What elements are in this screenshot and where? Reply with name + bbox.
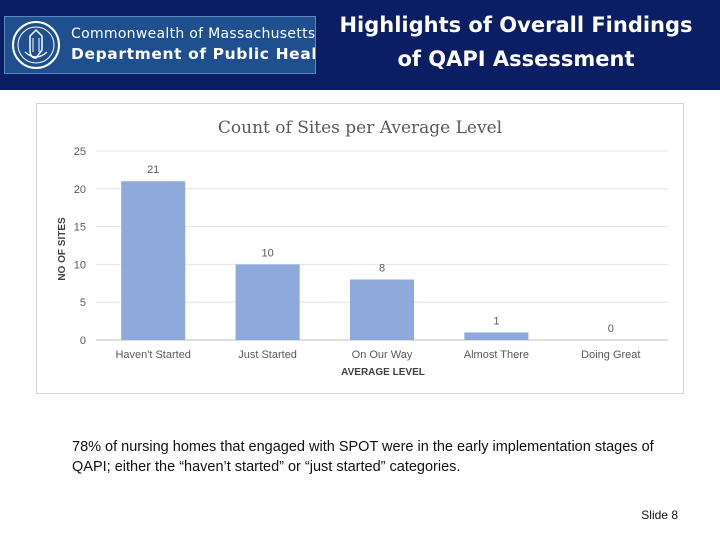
x-axis-title: AVERAGE LEVEL [341,367,425,378]
x-tick-label: Haven't Started [115,349,190,361]
chart-title: Count of Sites per Average Level [218,118,502,138]
x-tick-label: Doing Great [581,349,640,361]
slide-title: Highlights of Overall Findings of QAPI A… [318,8,714,76]
org-name-line1: Commonwealth of Massachusetts [71,26,316,42]
data-label: 0 [608,323,614,335]
bars [121,181,529,340]
y-tick-label: 20 [74,184,86,196]
bar [464,332,529,340]
slide-title-line1: Highlights of Overall Findings [339,13,693,37]
x-tick-label: On Our Way [352,349,413,361]
bar [349,279,415,340]
bar [235,264,300,340]
x-tick-label: Almost There [464,349,529,361]
data-label: 8 [379,263,385,275]
y-tick-label: 25 [74,146,86,158]
data-label: 21 [147,164,159,176]
y-tick-label: 0 [80,335,86,347]
slide-number: Slide 8 [641,508,678,522]
dph-logo: Commonwealth of Massachusetts Department… [4,16,316,74]
y-tick-label: 10 [74,259,86,271]
y-tick-label: 5 [80,297,86,309]
y-axis-title: NO OF SITES [57,217,68,281]
data-label: 1 [493,315,499,327]
y-tick-label: 15 [74,222,86,234]
bar-chart: Count of Sites per Average Level 0510152… [57,118,668,378]
summary-text: 78% of nursing homes that engaged with S… [72,439,654,475]
state-seal-icon [12,21,60,69]
org-name-line2: Department of Public Health [71,45,316,63]
bar [121,181,186,340]
slide-header: Commonwealth of Massachusetts Department… [0,0,720,90]
data-label: 10 [261,247,273,259]
x-tick-label: Just Started [238,349,297,361]
slide-title-line2: of QAPI Assessment [397,47,635,71]
